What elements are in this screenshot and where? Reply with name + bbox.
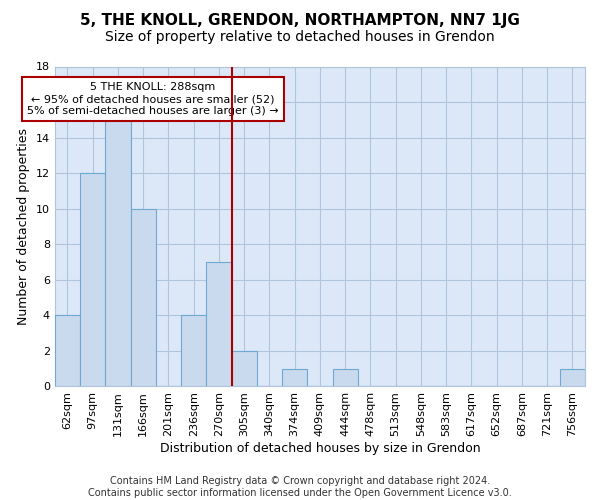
Text: Contains HM Land Registry data © Crown copyright and database right 2024.
Contai: Contains HM Land Registry data © Crown c… <box>88 476 512 498</box>
Text: 5 THE KNOLL: 288sqm
← 95% of detached houses are smaller (52)
5% of semi-detache: 5 THE KNOLL: 288sqm ← 95% of detached ho… <box>27 82 278 116</box>
X-axis label: Distribution of detached houses by size in Grendon: Distribution of detached houses by size … <box>160 442 480 455</box>
Text: 5, THE KNOLL, GRENDON, NORTHAMPTON, NN7 1JG: 5, THE KNOLL, GRENDON, NORTHAMPTON, NN7 … <box>80 12 520 28</box>
Bar <box>55 316 80 386</box>
Bar <box>560 368 585 386</box>
Bar <box>105 120 131 386</box>
Bar <box>282 368 307 386</box>
Bar <box>80 173 105 386</box>
Bar <box>181 316 206 386</box>
Y-axis label: Number of detached properties: Number of detached properties <box>17 128 30 325</box>
Bar <box>232 351 257 386</box>
Bar <box>131 208 156 386</box>
Text: Size of property relative to detached houses in Grendon: Size of property relative to detached ho… <box>105 30 495 44</box>
Bar <box>332 368 358 386</box>
Bar <box>206 262 232 386</box>
